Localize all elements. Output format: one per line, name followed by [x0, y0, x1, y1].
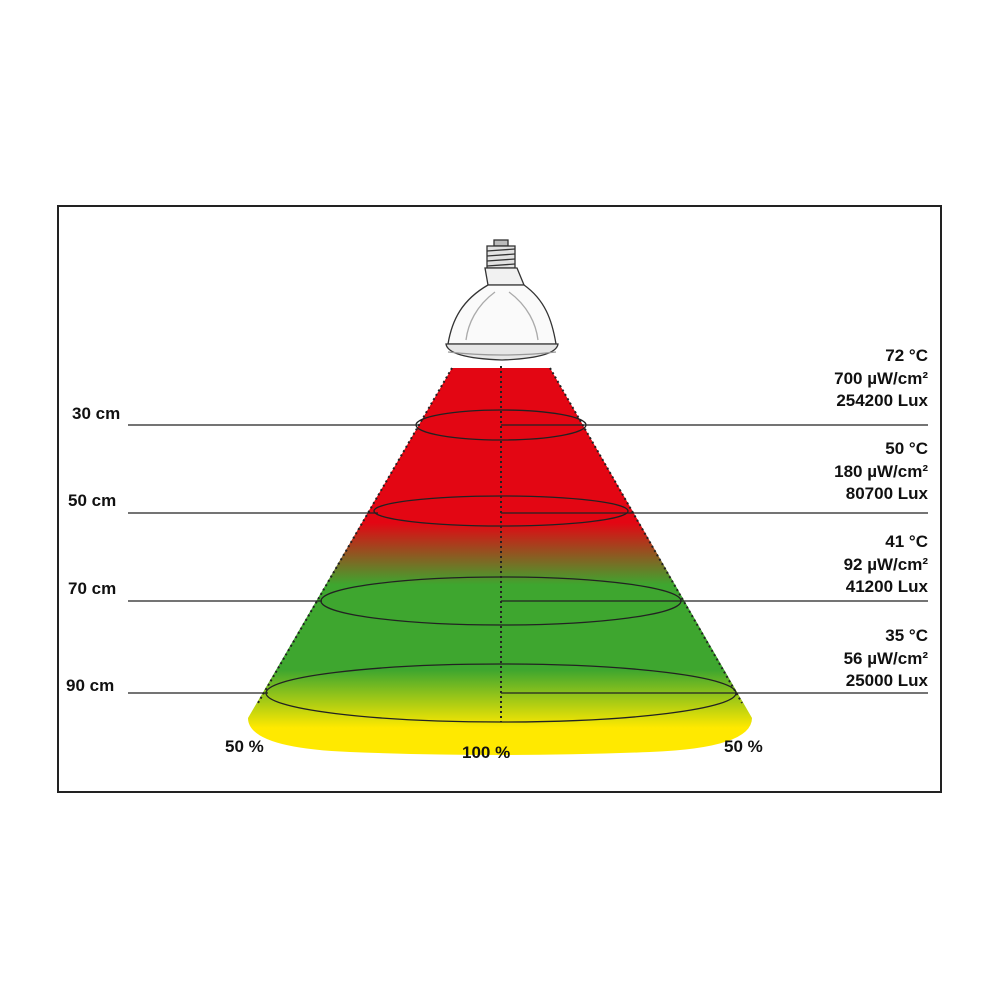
distance-label-70cm: 70 cm: [68, 579, 117, 598]
reading-lines-right: [501, 424, 928, 694]
heat-lamp-bulb-icon: [445, 239, 559, 361]
reading-temperature: 35 °C: [885, 626, 928, 645]
reading-90cm: 35 °C 56 µW/cm² 25000 Lux: [844, 625, 928, 693]
percent-right: 50 %: [724, 737, 763, 756]
percent-left: 50 %: [225, 737, 264, 756]
reading-lux: 254200 Lux: [836, 391, 928, 410]
reading-uv: 180 µW/cm²: [834, 461, 928, 481]
reading-uv: 56 µW/cm²: [843, 648, 928, 668]
reading-temperature: 72 °C: [885, 346, 928, 365]
reading-temperature: 41 °C: [885, 532, 928, 551]
distance-label-90cm: 90 cm: [66, 676, 115, 695]
reading-temperature: 50 °C: [885, 439, 928, 458]
percent-center: 100 %: [462, 743, 511, 762]
reading-uv: 700 µW/cm²: [834, 368, 928, 388]
reading-70cm: 41 °C 92 µW/cm² 41200 Lux: [844, 531, 928, 599]
reading-lux: 25000 Lux: [845, 671, 928, 690]
diagram-frame: [57, 205, 942, 793]
beam-edge-right: [549, 367, 743, 704]
distance-label-30cm: 30 cm: [72, 404, 121, 423]
reading-uv: 92 µW/cm²: [843, 554, 928, 574]
reading-30cm: 72 °C 700 µW/cm² 254200 Lux: [834, 345, 928, 413]
reading-lux: 80700 Lux: [845, 484, 928, 503]
reading-lux: 41200 Lux: [845, 577, 928, 596]
ellipse-50cm: [373, 495, 629, 527]
distance-lines-left: [128, 424, 420, 694]
distance-label-50cm: 50 cm: [68, 491, 117, 510]
reading-50cm: 50 °C 180 µW/cm² 80700 Lux: [834, 438, 928, 506]
